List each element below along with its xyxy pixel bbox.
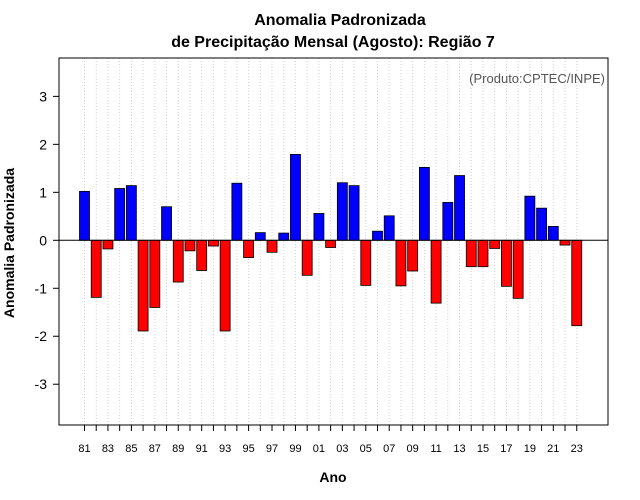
bar-2005 xyxy=(360,239,372,286)
plot-frame xyxy=(58,57,609,426)
xtick-label-07: 07 xyxy=(383,443,395,455)
bar-2000 xyxy=(301,239,313,276)
bar-2015 xyxy=(477,239,489,268)
xtick-label-91: 91 xyxy=(196,443,208,455)
bar-1981 xyxy=(79,190,90,241)
xtick-label-23: 23 xyxy=(571,443,583,455)
bar-1996 xyxy=(254,232,266,241)
xtick-label-09: 09 xyxy=(407,443,419,455)
bar-1993 xyxy=(219,239,231,332)
bar-2003 xyxy=(336,182,348,241)
xtick-label-19: 19 xyxy=(524,443,536,455)
x-axis: 81 83 85 87 89 91 93 95 97 99 01 03 05 07 09 11 13 15 17 19… xyxy=(78,425,583,455)
xtick-label-83: 83 xyxy=(102,443,114,455)
chart-title-line2: de Precipitação Mensal (Agosto): Região … xyxy=(171,34,495,51)
xtick-label-97: 97 xyxy=(266,443,278,455)
ytick-label--1: -1 xyxy=(35,280,48,296)
xtick-label-05: 05 xyxy=(360,443,372,455)
bar-2012 xyxy=(442,201,454,241)
bar-1990 xyxy=(184,239,196,252)
bar-1999 xyxy=(290,154,301,241)
x-axis-label: Ano xyxy=(319,469,346,485)
bar-2008 xyxy=(395,239,407,287)
xtick-label-03: 03 xyxy=(336,443,348,455)
bar-2009 xyxy=(407,239,419,272)
bar-1985 xyxy=(125,185,137,241)
product-annotation: (Produto:CPTEC/INPE) xyxy=(469,71,605,86)
bar-2002 xyxy=(325,239,337,248)
chart-title-line1: Anomalia Padronizada xyxy=(254,12,426,29)
bar-2013 xyxy=(454,175,465,241)
bar-1989 xyxy=(172,239,184,283)
ytick-label-3: 3 xyxy=(39,88,47,104)
bar-1992 xyxy=(208,239,219,247)
bar-2018 xyxy=(512,239,524,299)
xtick-label-01: 01 xyxy=(313,443,325,455)
bar-1986 xyxy=(137,239,149,332)
bar-2019 xyxy=(524,195,536,241)
ytick-label-1: 1 xyxy=(39,184,47,200)
xtick-label-81: 81 xyxy=(78,443,90,455)
bar-2023 xyxy=(571,239,583,327)
bar-1994 xyxy=(231,182,243,241)
xtick-label-99: 99 xyxy=(289,443,301,455)
bar-1997 xyxy=(266,239,278,253)
xtick-label-89: 89 xyxy=(172,443,184,455)
bar-2007 xyxy=(383,215,395,241)
bar-2021 xyxy=(547,225,559,241)
xtick-label-15: 15 xyxy=(477,443,489,455)
xtick-label-85: 85 xyxy=(125,443,137,455)
bar-2014 xyxy=(465,239,477,268)
bar-2020 xyxy=(536,207,547,241)
y-axis-label: Anomalia Padronizada xyxy=(1,168,17,318)
bar-2010 xyxy=(418,166,430,241)
bar-1995 xyxy=(243,239,254,258)
bar-1998 xyxy=(278,232,290,241)
ytick-label-2: 2 xyxy=(39,136,47,152)
bar-1988 xyxy=(161,206,172,241)
bar-2006 xyxy=(372,230,383,241)
bar-1984 xyxy=(114,188,126,241)
xtick-label-21: 21 xyxy=(547,443,559,455)
xtick-label-95: 95 xyxy=(242,443,254,455)
bar-2022 xyxy=(559,239,571,246)
bar-1987 xyxy=(149,239,161,308)
bar-2017 xyxy=(501,239,512,287)
bars-layer xyxy=(79,154,583,332)
bar-1983 xyxy=(102,239,114,250)
bar-2016 xyxy=(489,239,501,249)
xtick-label-17: 17 xyxy=(500,443,512,455)
xtick-label-87: 87 xyxy=(149,443,161,455)
ytick-label-0: 0 xyxy=(39,232,47,248)
xtick-label-11: 11 xyxy=(430,443,441,455)
bar-2001 xyxy=(313,213,325,241)
bar-1991 xyxy=(196,239,208,271)
ytick-label--2: -2 xyxy=(35,328,48,344)
bar-1982 xyxy=(90,239,102,298)
xtick-label-93: 93 xyxy=(219,443,231,455)
ytick-label--3: -3 xyxy=(35,376,48,392)
xtick-label-13: 13 xyxy=(453,443,465,455)
y-axis: -3 -2 -1 0 1 2 3 xyxy=(35,88,59,392)
bar-2011 xyxy=(430,239,442,304)
bar-2004 xyxy=(348,185,360,241)
